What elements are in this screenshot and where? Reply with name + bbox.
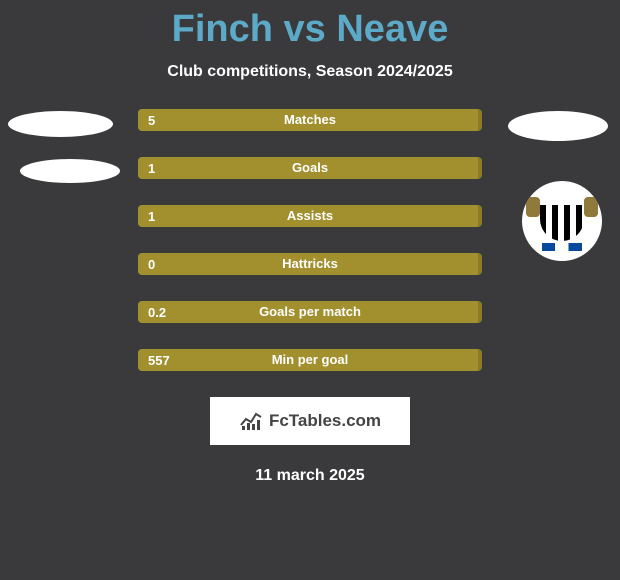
stat-bar: 0.2Goals per match [138,301,482,323]
chart-icon [239,411,263,431]
stat-bar-player1: 0 [138,253,478,275]
stat-bar-player1: 1 [138,157,478,179]
stat-row: 1Assists [0,205,620,227]
stat-bar: 5Matches [138,109,482,131]
stats-container: 5Matches 1Goals 1Assists 0Hattricks 0.2Goals… [0,109,620,371]
stat-bar-player2 [478,109,482,131]
stat-bar-player1: 0.2 [138,301,478,323]
stat-bar: 557Min per goal [138,349,482,371]
subtitle: Club competitions, Season 2024/2025 [0,63,620,81]
stat-bar-player2 [478,349,482,371]
stat-bar-player1: 557 [138,349,478,371]
date-label: 11 march 2025 [0,467,620,485]
stat-bar-player2 [478,157,482,179]
brand-text: FcTables.com [269,411,381,431]
stat-bar: 1Goals [138,157,482,179]
stat-bar: 1Assists [138,205,482,227]
stat-bar-player2 [478,301,482,323]
stat-row: 5Matches [0,109,620,131]
crest-banner [542,243,582,251]
brand-logo[interactable]: FcTables.com [210,397,410,445]
stat-bar-player1: 1 [138,205,478,227]
stat-bar-player2 [478,253,482,275]
stat-row: 557Min per goal [0,349,620,371]
stat-row: 1Goals [0,157,620,179]
stat-row: 0Hattricks [0,253,620,275]
page-title: Finch vs Neave [0,0,620,51]
stat-bar: 0Hattricks [138,253,482,275]
stat-bar-player2 [478,205,482,227]
stat-row: 0.2Goals per match [0,301,620,323]
stat-bar-player1: 5 [138,109,478,131]
